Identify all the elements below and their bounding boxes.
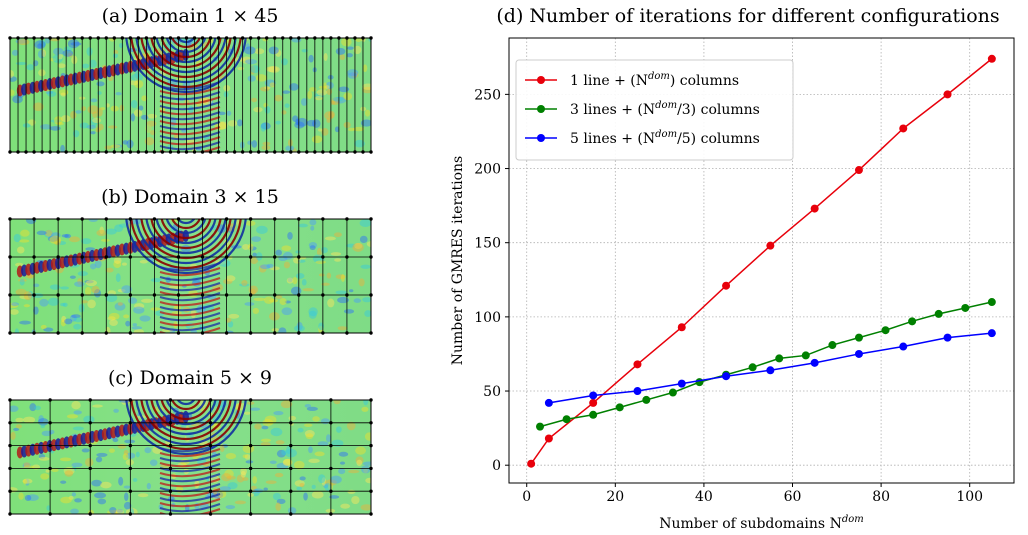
x-tick-label: 0 xyxy=(522,489,531,505)
x-tick-label: 40 xyxy=(695,489,713,505)
legend-entry-1: 1 line + (Ndom) columns xyxy=(570,71,739,89)
series-1-point xyxy=(899,124,908,133)
series-1-line xyxy=(530,58,993,465)
series-3-point xyxy=(766,366,775,375)
series-3-point xyxy=(943,333,952,342)
x-tick-label: 60 xyxy=(784,489,802,505)
series-3-point xyxy=(810,358,819,367)
series-1-point xyxy=(677,323,686,332)
y-axis-label: Number of GMRES iterations xyxy=(450,156,466,365)
panel-b-title: (b) Domain 3 × 15 xyxy=(101,186,279,208)
series-2-point xyxy=(801,351,810,360)
series-2-point xyxy=(828,341,837,350)
series-2-point xyxy=(934,309,943,318)
series-3-point xyxy=(633,387,642,396)
wavefield-panel-3 xyxy=(8,398,373,516)
chart-legend: 1 line + (Ndom) columns 3 lines + (Ndom/3… xyxy=(515,59,794,161)
y-tick-label: 200 xyxy=(474,162,501,178)
series-1-point xyxy=(544,434,553,443)
iterations-chart: 0 20 40 60 80 100 0 50 100 150 200 250 Number of sub… xyxy=(450,37,1015,532)
y-tick-label: 0 xyxy=(492,458,501,474)
series-1-point xyxy=(943,90,952,99)
series-3-point xyxy=(899,342,908,351)
wavefield-panel-1 xyxy=(8,36,373,154)
plot-frame xyxy=(508,37,1015,484)
y-tick-label: 50 xyxy=(483,384,501,400)
series-2-line xyxy=(539,301,993,428)
y-tick-label: 100 xyxy=(474,310,501,326)
series-1-point xyxy=(854,166,863,175)
panel-c-title: (c) Domain 5 × 9 xyxy=(107,367,273,389)
series-1-point xyxy=(810,204,819,213)
series-2-point xyxy=(642,395,651,404)
x-tick-label: 20 xyxy=(606,489,624,505)
series-2-point xyxy=(961,303,970,312)
series-2-point xyxy=(695,378,704,387)
x-axis-label: Number of subdomains Ndom xyxy=(659,514,863,532)
series-2-point xyxy=(775,354,784,363)
series-1-point xyxy=(527,459,536,468)
series-2-point xyxy=(536,422,545,431)
series-3-point xyxy=(854,349,863,358)
legend-entry-3: 5 lines + (Ndom/5) columns xyxy=(570,129,760,147)
series-3-point xyxy=(722,372,731,381)
series-2-point xyxy=(987,298,996,307)
series-2-point xyxy=(589,410,598,419)
series-2-point xyxy=(668,388,677,397)
series-1-point xyxy=(766,241,775,250)
series-2-point xyxy=(615,403,624,412)
chart-title: (d) Number of iterations for different c… xyxy=(496,5,1000,27)
series-3-point xyxy=(544,398,553,407)
series-3 xyxy=(544,329,996,407)
series-2 xyxy=(536,298,996,431)
series-2-point xyxy=(748,363,757,372)
panel-a-title: (a) Domain 1 × 45 xyxy=(101,5,279,27)
x-tick-label: 80 xyxy=(872,489,890,505)
series-1 xyxy=(527,54,996,468)
series-3-point xyxy=(987,329,996,338)
y-tick-label: 150 xyxy=(474,236,501,252)
series-3-point xyxy=(589,391,598,400)
series-1-point xyxy=(722,281,731,290)
series-1-point xyxy=(633,360,642,369)
y-tick-label: 250 xyxy=(474,87,501,103)
series-1-point xyxy=(589,398,598,407)
series-1-point xyxy=(987,54,996,63)
series-3-point xyxy=(677,379,686,388)
wavefield-panel-2 xyxy=(8,217,373,335)
series-2-point xyxy=(881,326,890,335)
legend-entry-2: 3 lines + (Ndom/3) columns xyxy=(570,100,760,118)
series-2-point xyxy=(908,317,917,326)
series-2-point xyxy=(562,415,571,424)
x-tick-label: 100 xyxy=(956,489,983,505)
series-2-point xyxy=(854,333,863,342)
